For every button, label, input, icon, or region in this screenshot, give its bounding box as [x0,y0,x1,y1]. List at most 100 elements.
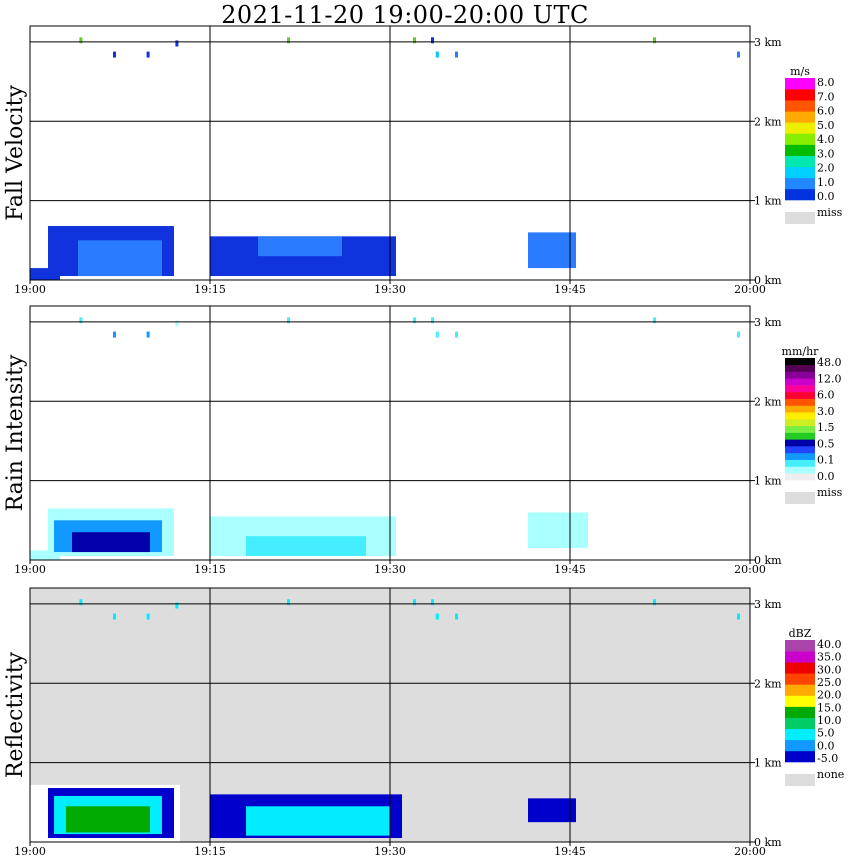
x-tick-label: 19:15 [194,283,226,296]
y-tick-label: 0 km [754,836,782,849]
upper-echo-mark [113,331,116,338]
upper-echo-mark [431,599,434,606]
upper-echo-mark [455,331,458,338]
colorbar-label: 12.0 [817,372,842,385]
x-tick-label: 19:30 [374,283,406,296]
echo-region [528,232,576,269]
colorbar-swatch [785,662,815,674]
colorbar-label: 8.0 [817,76,835,89]
colorbar-swatch [785,419,815,427]
colorbar-label: 0.0 [817,470,835,483]
x-tick-label: 20:00 [734,563,766,576]
colorbar-swatch [785,78,815,90]
upper-echo-mark [287,599,290,606]
colorbar-label: 0.0 [817,190,835,203]
upper-echo-mark [146,331,150,338]
echo-region [78,240,162,277]
upper-echo-mark [455,613,458,620]
colorbar-unit: dBZ [789,627,812,640]
colorbar-label: 30.0 [817,663,842,676]
y-tick-label: 2 km [754,677,782,690]
x-tick-label: 19:45 [554,563,586,576]
colorbar-swatch [785,385,815,393]
rain-intensity-panel: Rain Intensity 0 km 1 km 2 km 3 km 19:00 19:15… [3,305,843,576]
x-tick-label: 19:30 [374,845,406,858]
y-tick-label: 0 km [754,274,782,287]
x-tick-label: 20:00 [734,845,766,858]
x-tick-label: 19:00 [14,563,46,576]
upper-echo-mark [431,317,434,324]
upper-echo-mark [79,599,83,606]
x-tick-label: 19:45 [554,283,586,296]
colorbar-label: 0.5 [817,437,835,450]
colorbar-label: 0.0 [817,739,835,752]
colorbar-swatch [785,364,815,372]
colorbar-swatch [785,391,815,399]
colorbar-swatch [785,144,815,156]
x-tick-label: 19:45 [554,845,586,858]
colorbar-unit: m/s [790,65,810,78]
x-tick-label: 20:00 [734,283,766,296]
upper-echo-mark [113,51,116,58]
colorbar-swatch [785,371,815,379]
echo-region [30,268,60,280]
colorbar-swatch [785,133,815,145]
y-tick-label: 1 km [754,757,782,770]
y-axis-label: Reflectivity [3,651,28,778]
colorbar-swatch [785,188,815,201]
echo-region [246,536,366,557]
colorbar-label: 25.0 [817,676,842,689]
upper-echo-mark [737,331,740,338]
colorbar-swatch [785,673,815,685]
colorbar-swatch [785,695,815,707]
y-tick-label: 2 km [754,395,782,408]
x-tick-label: 19:15 [194,845,226,858]
colorbar-unit: mm/hr [782,345,820,358]
colorbar-swatch [785,706,815,718]
upper-echo-mark [455,51,458,58]
y-tick-label: 3 km [754,36,782,49]
colorbar-miss-swatch [785,492,815,504]
upper-echo-mark [146,51,150,58]
colorbar-swatch [785,452,815,460]
echo-region [72,532,150,553]
colorbar-label: 20.0 [817,689,842,702]
colorbar-swatch [785,398,815,406]
upper-echo-mark [413,599,416,606]
colorbar-miss-label: miss [817,486,843,499]
colorbar-label: 48.0 [817,356,842,369]
y-tick-label: 3 km [754,316,782,329]
y-axis-label: Fall Velocity [3,85,28,221]
colorbar-swatch [785,166,815,179]
x-tick-label: 19:00 [14,845,46,858]
colorbar-label: 0.1 [817,454,835,467]
chart-title: 2021-11-20 19:00-20:00 UTC [221,1,589,29]
y-axis-label: Rain Intensity [3,354,28,511]
y-tick-label: 2 km [754,115,782,128]
upper-echo-mark [175,320,179,327]
colorbar-swatch [785,412,815,420]
colorbar-swatch [785,651,815,663]
colorbar-label: 35.0 [817,651,842,664]
echo-region [528,512,588,549]
colorbar-label: 3.0 [817,405,835,418]
upper-echo-mark [435,331,439,338]
colorbar-label: 5.0 [817,119,835,132]
colorbar-miss-swatch [785,212,815,224]
colorbar-miss-swatch [785,774,815,786]
y-tick-label: 3 km [754,598,782,611]
upper-echo-mark [287,317,290,324]
fall-velocity-panel: Fall Velocity 0 km 1 km 2 km 3 km 19:00 19:15 1… [3,25,843,296]
echo-region [30,550,60,560]
upper-echo-mark [435,51,439,58]
colorbar-label: 3.0 [817,147,835,160]
x-tick-label: 19:15 [194,563,226,576]
upper-echo-mark [737,51,740,58]
y-tick-label: 1 km [754,195,782,208]
upper-echo-mark [146,613,150,620]
colorbar-swatch [785,405,815,413]
colorbar-swatch [785,378,815,386]
colorbar-label: 1.0 [817,176,835,189]
reflectivity-panel: Reflectivity 0 km 1 km 2 km 3 km 19:00 19:15 19… [3,587,844,858]
colorbar-swatch [785,177,815,190]
